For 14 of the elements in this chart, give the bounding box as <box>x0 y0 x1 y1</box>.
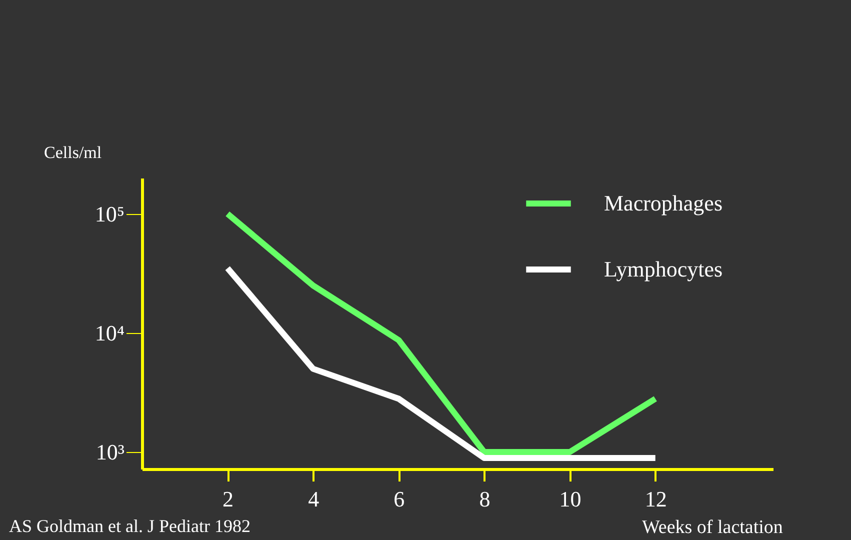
y-axis-title: Cells/ml <box>44 143 102 162</box>
x-tick-label: 2 <box>222 486 234 512</box>
y-tick-label: 10⁴ <box>94 320 125 346</box>
legend-label: Lymphocytes <box>604 256 723 282</box>
x-tick-label: 12 <box>644 486 667 512</box>
x-axis-title: Weeks of lactation <box>642 517 784 538</box>
x-tick-label: 8 <box>479 486 490 512</box>
legend-label: Macrophages <box>604 190 723 216</box>
y-tick-label: 10³ <box>96 440 125 465</box>
x-tick-label: 4 <box>308 486 320 512</box>
x-tick-label: 10 <box>559 486 582 512</box>
x-tick-label: 6 <box>394 486 405 512</box>
text: AS Goldman et al. J Pediatr 1982 <box>9 516 250 536</box>
y-tick-label: 10⁵ <box>94 201 124 226</box>
